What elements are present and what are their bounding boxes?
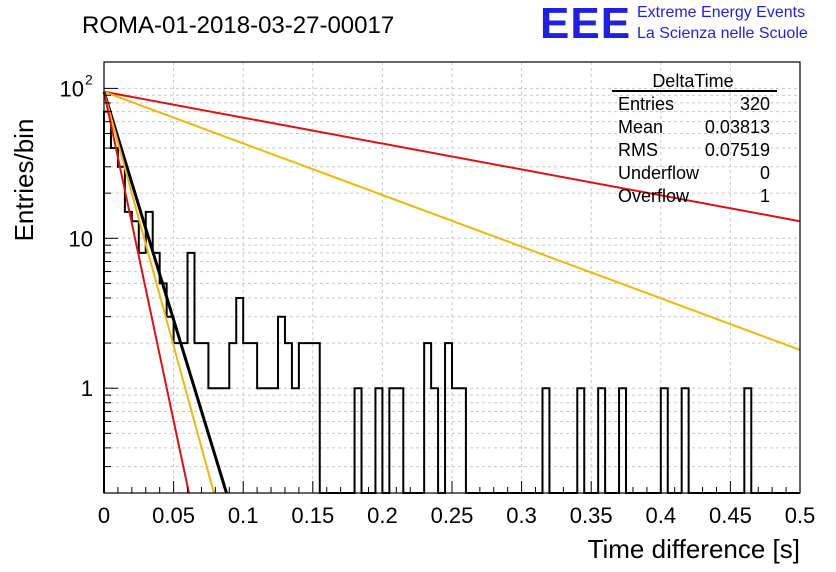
stats-label-3: Underflow xyxy=(618,163,700,183)
brand-line-2: La Scienza nelle Scuole xyxy=(637,25,808,42)
fit-curve-1 xyxy=(103,90,801,351)
stats-label-0: Entries xyxy=(618,94,674,114)
fit-curve-4 xyxy=(103,91,190,494)
stats-value-1: 0.03813 xyxy=(705,117,770,137)
axis-ticks: 0 0.05 0.1 0.15 0.2 0.25 0.3 0.35 0.4 0.45 0.51101… xyxy=(60,71,816,528)
fit-curve-3 xyxy=(103,91,215,494)
x-tick-label-2: 0.1 xyxy=(228,503,259,528)
x-tick-label-4: 0.2 xyxy=(367,503,398,528)
run-title: ROMA-01-2018-03-27-00017 xyxy=(82,12,394,39)
x-tick-label-9: 0.45 xyxy=(709,503,752,528)
fit-curve-0 xyxy=(103,90,801,223)
x-tick-label-1: 0.05 xyxy=(152,503,195,528)
x-tick-label-0: 0 xyxy=(98,503,110,528)
stats-value-2: 0.07519 xyxy=(705,140,770,160)
y-tick-label-top-base: 10 xyxy=(60,76,84,101)
stats-value-0: 320 xyxy=(740,94,770,114)
x-tick-label-6: 0.3 xyxy=(506,503,537,528)
x-tick-label-5: 0.25 xyxy=(431,503,474,528)
stats-value-3: 0 xyxy=(760,163,770,183)
y-axis-label: Entries/bin xyxy=(9,119,39,242)
grid-lines xyxy=(103,62,801,494)
x-tick-label-3: 0.15 xyxy=(291,503,334,528)
stats-label-1: Mean xyxy=(618,117,663,137)
y-tick-label-1: 10 xyxy=(69,226,93,251)
x-tick-label-7: 0.35 xyxy=(570,503,613,528)
y-tick-label-0: 1 xyxy=(81,376,93,401)
plot-frame xyxy=(103,61,801,494)
eee-logo: EEE xyxy=(540,0,631,48)
stats-label-4: Overflow xyxy=(618,186,690,206)
fit-curve-2 xyxy=(102,91,228,494)
x-tick-label-10: 0.5 xyxy=(785,503,816,528)
x-tick-label-8: 0.4 xyxy=(646,503,677,528)
stats-value-4: 1 xyxy=(760,186,770,206)
brand-line-1: Extreme Energy Events xyxy=(637,4,805,21)
stats-box: DeltaTime Entries 320 Mean 0.03813 RMS 0.0751… xyxy=(612,71,777,206)
y-tick-label-top-exponent: 2 xyxy=(85,71,93,87)
fit-curves xyxy=(102,90,801,494)
stats-title: DeltaTime xyxy=(652,71,733,91)
stats-label-2: RMS xyxy=(618,140,658,160)
x-axis-label: Time difference [s] xyxy=(588,534,800,564)
